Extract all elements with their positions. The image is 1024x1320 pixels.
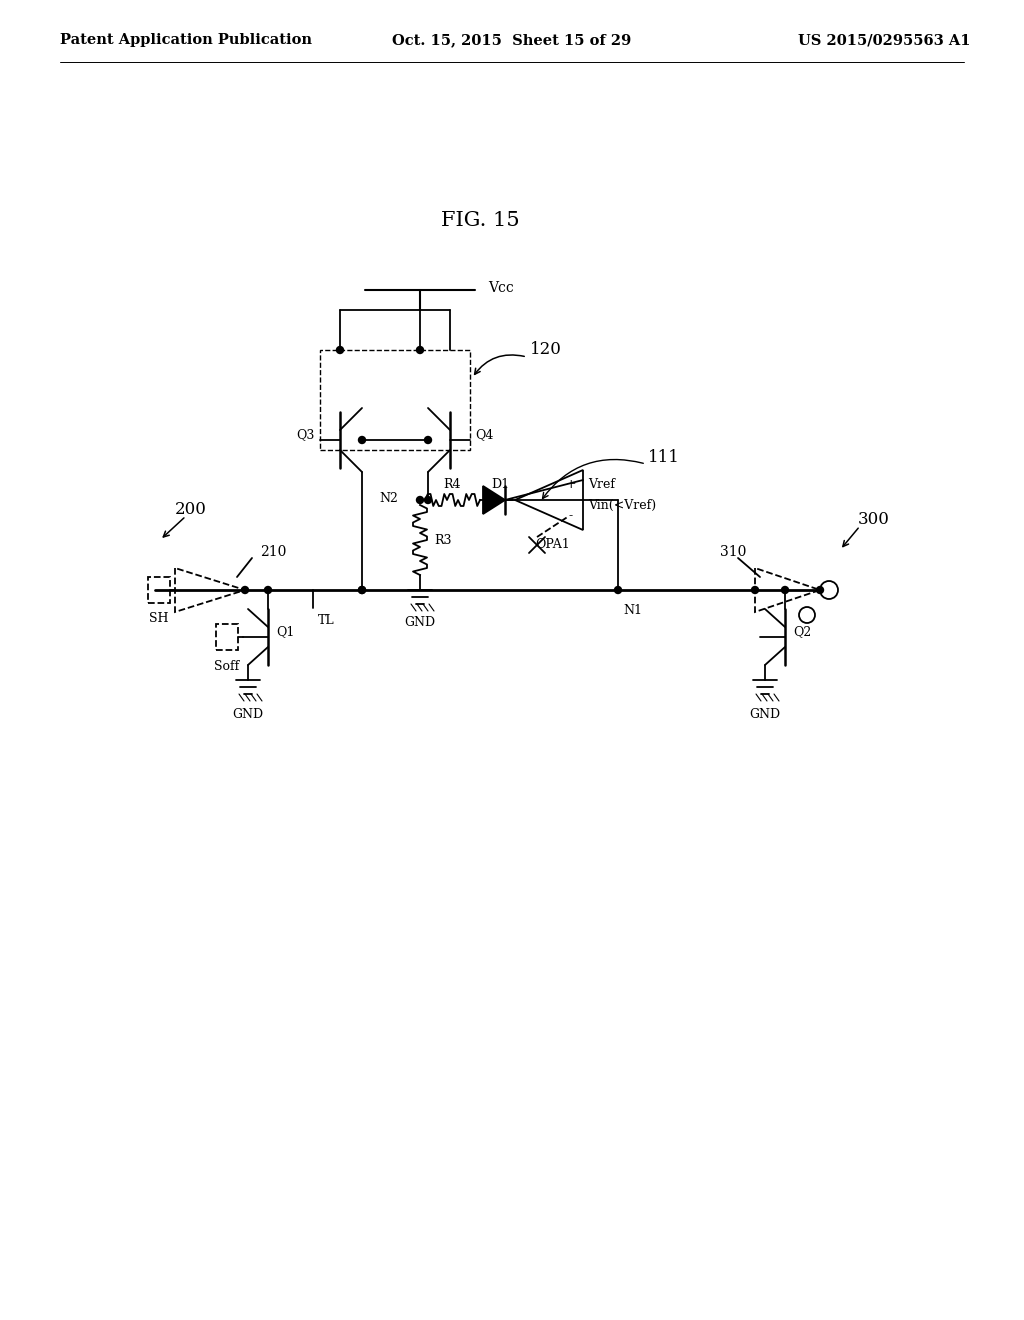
Circle shape <box>358 586 366 594</box>
Circle shape <box>264 586 271 594</box>
Text: N1: N1 <box>623 603 642 616</box>
Circle shape <box>425 437 431 444</box>
Text: 200: 200 <box>175 502 207 519</box>
Text: 120: 120 <box>530 342 562 359</box>
Text: +: + <box>565 478 577 491</box>
Circle shape <box>358 586 366 594</box>
Text: Q3: Q3 <box>297 429 315 441</box>
Circle shape <box>781 586 788 594</box>
Circle shape <box>417 346 424 354</box>
Text: GND: GND <box>404 615 435 628</box>
Text: FIG. 15: FIG. 15 <box>440 210 519 230</box>
Text: Soff: Soff <box>214 660 240 672</box>
Text: Q2: Q2 <box>793 626 811 639</box>
Text: SH: SH <box>150 612 169 626</box>
Text: GND: GND <box>750 709 780 722</box>
Text: GND: GND <box>232 709 263 722</box>
Text: D1: D1 <box>490 478 509 491</box>
Text: Oct. 15, 2015  Sheet 15 of 29: Oct. 15, 2015 Sheet 15 of 29 <box>392 33 632 48</box>
Text: Patent Application Publication: Patent Application Publication <box>60 33 312 48</box>
Text: US 2015/0295563 A1: US 2015/0295563 A1 <box>798 33 970 48</box>
Text: 310: 310 <box>720 545 746 558</box>
Text: N2: N2 <box>379 491 398 504</box>
Circle shape <box>337 346 343 354</box>
Text: Vref: Vref <box>588 478 615 491</box>
Text: TL: TL <box>318 614 335 627</box>
Circle shape <box>358 437 366 444</box>
Polygon shape <box>483 486 505 513</box>
Circle shape <box>752 586 759 594</box>
Circle shape <box>614 586 622 594</box>
Text: 111: 111 <box>648 450 680 466</box>
Text: OPA1: OPA1 <box>536 539 570 552</box>
Text: 210: 210 <box>260 545 287 558</box>
Text: Q1: Q1 <box>276 626 294 639</box>
Circle shape <box>417 496 424 503</box>
Circle shape <box>816 586 823 594</box>
Text: R4: R4 <box>443 479 461 491</box>
Text: 300: 300 <box>858 511 890 528</box>
Circle shape <box>242 586 249 594</box>
Circle shape <box>425 496 431 503</box>
Text: Vcc: Vcc <box>488 281 514 294</box>
Text: Q4: Q4 <box>475 429 494 441</box>
Text: R3: R3 <box>434 533 452 546</box>
Text: Vin(<Vref): Vin(<Vref) <box>588 499 656 511</box>
Text: -: - <box>569 510 573 523</box>
